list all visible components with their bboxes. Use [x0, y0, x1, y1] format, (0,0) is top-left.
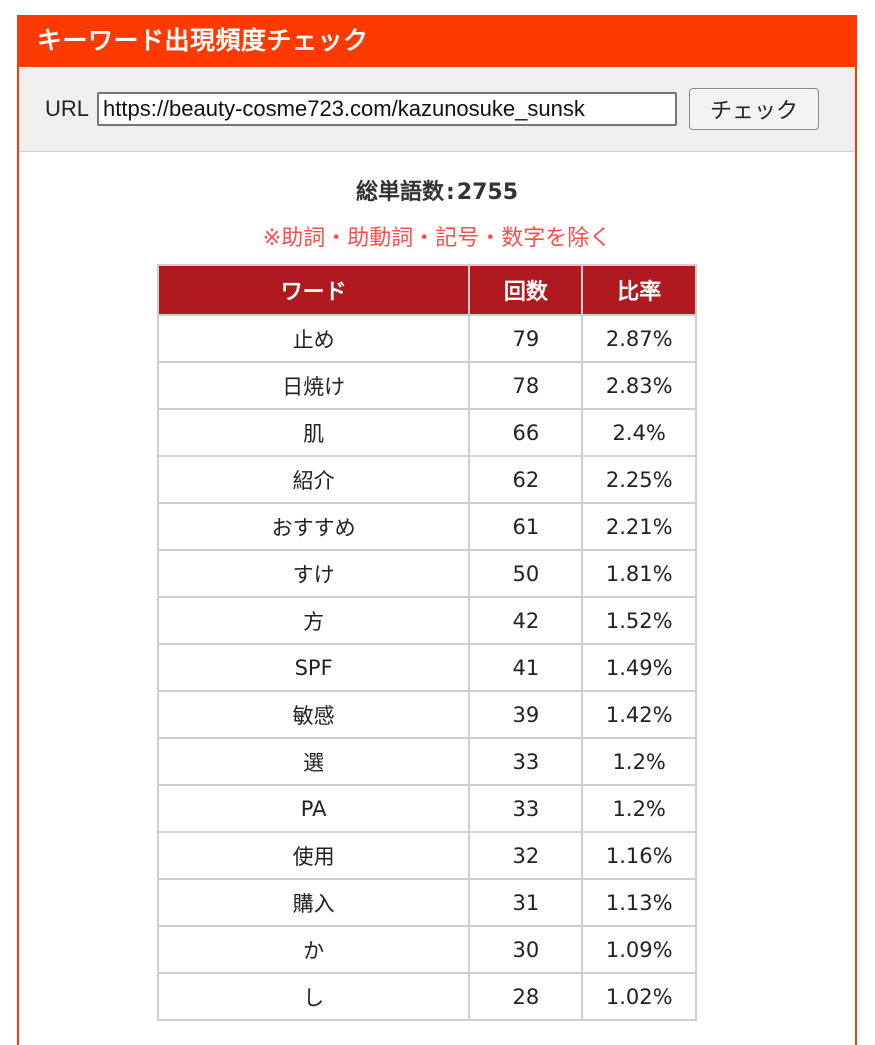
table-row: 使用 32 1.16% — [156, 831, 697, 880]
table-row: おすすめ 61 2.21% — [156, 502, 697, 551]
ratio-cell: 2.87% — [581, 314, 697, 363]
count-cell: 50 — [468, 549, 584, 598]
word-cell: か — [156, 925, 471, 974]
table-row: 止め 79 2.87% — [156, 314, 697, 363]
table-row: 敏感 39 1.42% — [156, 690, 697, 739]
url-label: URL — [45, 96, 90, 121]
page-title: キーワード出現頻度チェック — [19, 15, 855, 67]
word-cell: 方 — [156, 596, 471, 645]
count-cell: 33 — [468, 784, 584, 833]
count-cell: 66 — [468, 408, 584, 457]
word-cell: 肌 — [156, 408, 471, 457]
ratio-cell: 1.2% — [581, 737, 697, 786]
count-cell: 62 — [468, 455, 584, 504]
word-cell: 敏感 — [156, 690, 471, 739]
word-cell: すけ — [156, 549, 471, 598]
table-row: 日焼け 78 2.83% — [156, 361, 697, 410]
ratio-cell: 2.4% — [581, 408, 697, 457]
word-cell: 日焼け — [156, 361, 471, 410]
table-row: PA 33 1.2% — [156, 784, 697, 833]
column-header-ratio: 比率 — [581, 264, 697, 316]
ratio-cell: 1.13% — [581, 878, 697, 927]
total-word-count-label: 総単語数 — [355, 180, 444, 205]
ratio-cell: 1.02% — [581, 972, 697, 1021]
table-row: 肌 66 2.4% — [156, 408, 697, 457]
ratio-cell: 1.16% — [581, 831, 697, 880]
ratio-cell: 2.25% — [581, 455, 697, 504]
keyword-checker-panel: キーワード出現頻度チェック URL チェック 総単語数:2755 ※助詞・助動詞… — [17, 15, 857, 1045]
table-row: 選 33 1.2% — [156, 737, 697, 786]
count-cell: 30 — [468, 925, 584, 974]
table-row: SPF 41 1.49% — [156, 643, 697, 692]
word-cell: SPF — [156, 643, 471, 692]
word-cell: おすすめ — [156, 502, 471, 551]
total-word-count-value: 2755 — [456, 180, 519, 205]
table-row: 方 42 1.52% — [156, 596, 697, 645]
count-cell: 28 — [468, 972, 584, 1021]
word-cell: 購入 — [156, 878, 471, 927]
total-word-count-separator: : — [445, 180, 455, 205]
total-word-count: 総単語数:2755 — [19, 174, 855, 206]
table-row: すけ 50 1.81% — [156, 549, 697, 598]
count-cell: 78 — [468, 361, 584, 410]
url-bar: URL チェック — [19, 67, 855, 152]
count-cell: 79 — [468, 314, 584, 363]
table-row: 紹介 62 2.25% — [156, 455, 697, 504]
word-cell: PA — [156, 784, 471, 833]
ratio-cell: 1.2% — [581, 784, 697, 833]
check-button[interactable]: チェック — [689, 88, 820, 130]
count-cell: 39 — [468, 690, 584, 739]
word-cell: し — [156, 972, 471, 1021]
table-body: 止め 79 2.87% 日焼け 78 2.83% 肌 66 2.4% 紹介 62 2.25% おすすめ 6… — [156, 314, 697, 1021]
column-header-word: ワード — [156, 264, 471, 316]
word-cell: 紹介 — [156, 455, 471, 504]
table-row: し 28 1.02% — [156, 972, 697, 1021]
count-cell: 61 — [468, 502, 584, 551]
ratio-cell: 1.52% — [581, 596, 697, 645]
ratio-cell: 2.21% — [581, 502, 697, 551]
ratio-cell: 1.81% — [581, 549, 697, 598]
table-row: 購入 31 1.13% — [156, 878, 697, 927]
keyword-frequency-table: ワード 回数 比率 止め 79 2.87% 日焼け 78 2.83% 肌 66 2.4% 紹介 62… — [156, 264, 697, 1021]
ratio-cell: 1.49% — [581, 643, 697, 692]
ratio-cell: 1.09% — [581, 925, 697, 974]
count-cell: 31 — [468, 878, 584, 927]
word-cell: 選 — [156, 737, 471, 786]
count-cell: 41 — [468, 643, 584, 692]
table-header-row: ワード 回数 比率 — [156, 264, 697, 316]
column-header-count: 回数 — [468, 264, 584, 316]
ratio-cell: 2.83% — [581, 361, 697, 410]
exclusion-note: ※助詞・助動詞・記号・数字を除く — [262, 226, 612, 251]
table-row: か 30 1.09% — [156, 925, 697, 974]
ratio-cell: 1.42% — [581, 690, 697, 739]
count-cell: 42 — [468, 596, 584, 645]
count-cell: 33 — [468, 737, 584, 786]
word-cell: 使用 — [156, 831, 471, 880]
url-input[interactable] — [97, 92, 678, 126]
count-cell: 32 — [468, 831, 584, 880]
word-cell: 止め — [156, 314, 471, 363]
